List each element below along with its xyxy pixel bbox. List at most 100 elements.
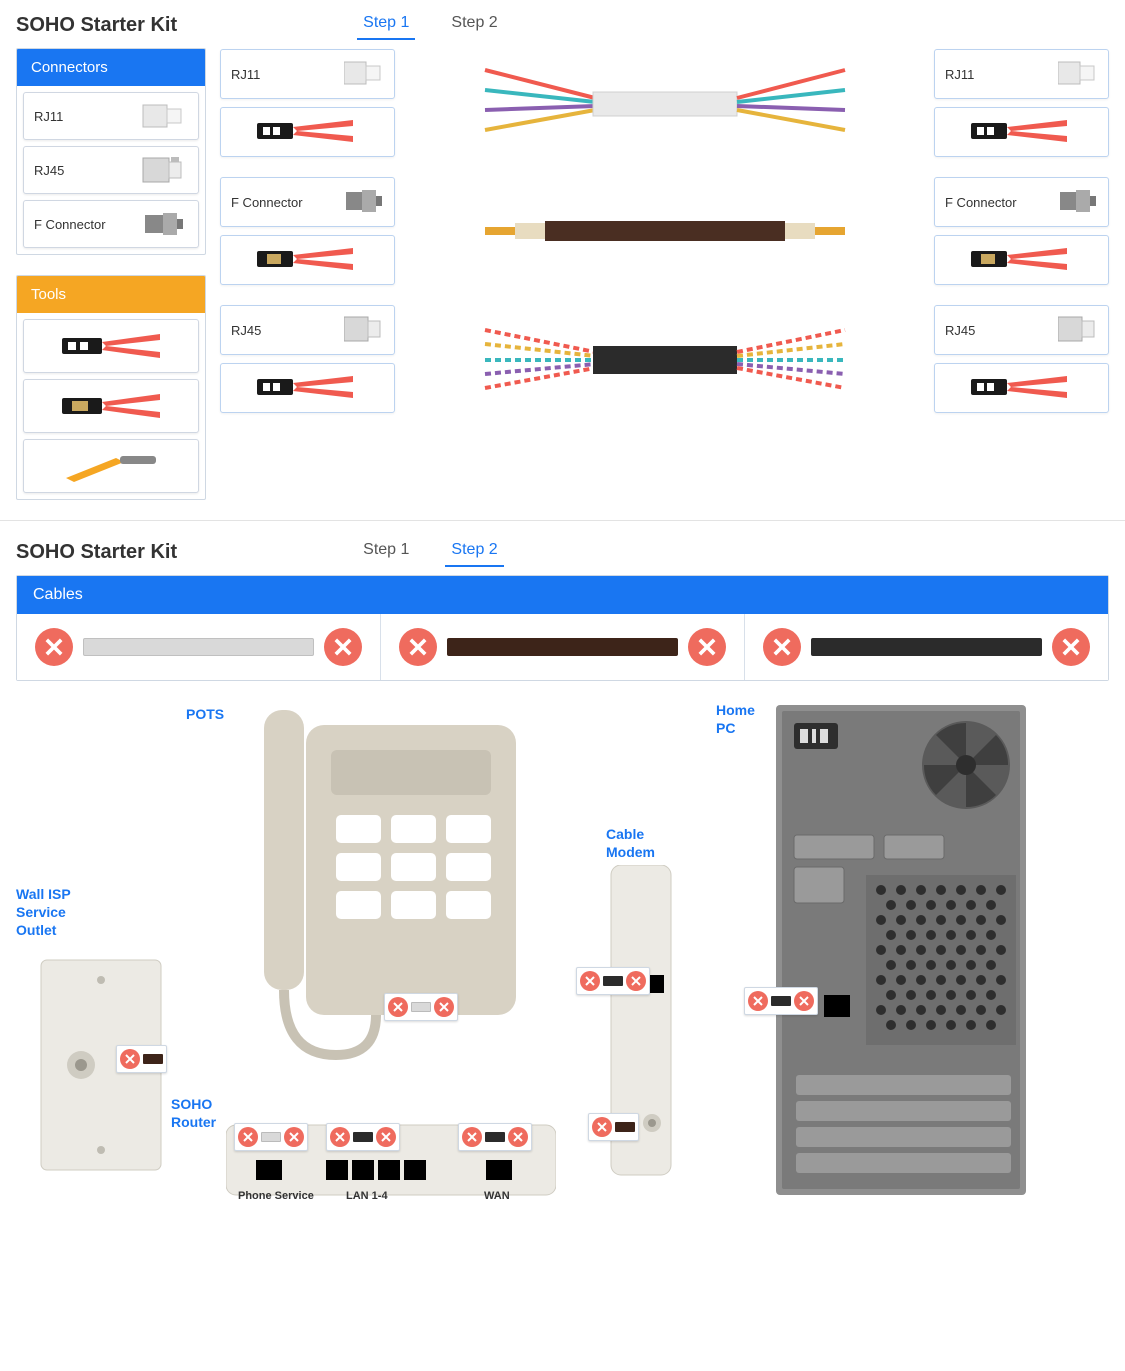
drop-modem-lan[interactable] xyxy=(576,967,650,995)
step1-section: SOHO Starter Kit Step 1 Step 2 Connector… xyxy=(0,0,1125,510)
right-tool-slot[interactable] xyxy=(934,235,1109,285)
connector-label: RJ11 xyxy=(34,109,63,124)
section-divider xyxy=(0,520,1125,521)
cable-slot-phone[interactable] xyxy=(17,614,381,680)
crimper-coax-icon xyxy=(967,243,1077,278)
tool-item-crimper-rj[interactable] xyxy=(23,319,199,373)
rj45-icon xyxy=(1058,315,1098,346)
slot-label: RJ45 xyxy=(945,323,975,338)
drop-pc-ethernet[interactable] xyxy=(744,987,818,1015)
slot-label: F Connector xyxy=(945,195,1017,210)
close-icon[interactable] xyxy=(462,1127,482,1147)
drop-pots-phone[interactable] xyxy=(384,993,458,1021)
rj45-icon xyxy=(138,153,188,187)
tab-step2[interactable]: Step 2 xyxy=(445,537,503,567)
close-icon[interactable] xyxy=(284,1127,304,1147)
device-canvas: POTS Wall ISP Service Outlet SOHORouter xyxy=(16,695,1109,1255)
left-connector-slot[interactable]: F Connector xyxy=(220,177,395,227)
right-connector-slot[interactable]: RJ45 xyxy=(934,305,1109,355)
remove-right-icon[interactable] xyxy=(324,628,362,666)
connectors-header: Connectors xyxy=(17,49,205,86)
phone-cable-graphic xyxy=(405,48,924,158)
close-icon[interactable] xyxy=(580,971,600,991)
palette-column: Connectors RJ11 RJ45 xyxy=(16,48,206,500)
slot-label: RJ11 xyxy=(945,67,974,82)
router-port-wan-label: WAN xyxy=(484,1190,510,1202)
left-connector-slot[interactable]: RJ11 xyxy=(220,49,395,99)
cable-row-rj11: RJ11 xyxy=(220,48,1109,158)
cable-modem-label: CableModem xyxy=(606,825,655,861)
close-icon[interactable] xyxy=(330,1127,350,1147)
rj11-icon xyxy=(138,99,188,133)
crimper-rj-icon xyxy=(967,115,1077,150)
remove-right-icon[interactable] xyxy=(1052,628,1090,666)
cable-slot-coax[interactable] xyxy=(381,614,745,680)
tools-header: Tools xyxy=(17,276,205,313)
close-icon[interactable] xyxy=(238,1127,258,1147)
cable-row-rj45: RJ45 xyxy=(220,304,1109,414)
remove-left-icon[interactable] xyxy=(399,628,437,666)
close-icon[interactable] xyxy=(388,997,408,1017)
close-icon[interactable] xyxy=(434,997,454,1017)
cable-assembly-area: RJ11 xyxy=(220,48,1109,500)
remove-right-icon[interactable] xyxy=(688,628,726,666)
router-port-lan-label: LAN 1-4 xyxy=(346,1190,388,1202)
right-tool-slot[interactable] xyxy=(934,363,1109,413)
home-pc-label: HomePC xyxy=(716,701,755,737)
phone-cable-line xyxy=(83,638,314,656)
tool-item-crimper-coax[interactable] xyxy=(23,379,199,433)
drop-wall-outlet[interactable] xyxy=(116,1045,167,1073)
slot-label: RJ11 xyxy=(231,67,260,82)
tab-step1[interactable]: Step 1 xyxy=(357,10,415,40)
fconnector-icon xyxy=(1058,187,1098,218)
close-icon[interactable] xyxy=(508,1127,528,1147)
drop-modem-coax[interactable] xyxy=(588,1113,639,1141)
slot-label: RJ45 xyxy=(231,323,261,338)
right-tool-slot[interactable] xyxy=(934,107,1109,157)
close-icon[interactable] xyxy=(376,1127,396,1147)
coax-cable-graphic xyxy=(405,176,924,286)
connector-item-rj11[interactable]: RJ11 xyxy=(23,92,199,140)
crimper-coax-icon xyxy=(253,243,363,278)
wall-outlet-label: Wall ISP Service Outlet xyxy=(16,885,71,940)
drop-router-wan[interactable] xyxy=(458,1123,532,1151)
pots-phone-graphic xyxy=(246,695,526,1085)
close-icon[interactable] xyxy=(748,991,768,1011)
home-pc-graphic xyxy=(776,705,1026,1195)
tab-step1[interactable]: Step 1 xyxy=(357,537,415,567)
router-port-phone-label: Phone Service xyxy=(238,1190,314,1202)
crimper-rj-icon xyxy=(253,371,363,406)
remove-left-icon[interactable] xyxy=(35,628,73,666)
step1-grid: Connectors RJ11 RJ45 xyxy=(16,48,1109,500)
close-icon[interactable] xyxy=(626,971,646,991)
right-connector-slot[interactable]: F Connector xyxy=(934,177,1109,227)
pots-label: POTS xyxy=(186,705,224,723)
rj11-icon xyxy=(344,59,384,90)
fconnector-icon xyxy=(138,207,188,241)
drop-router-lan[interactable] xyxy=(326,1123,400,1151)
connector-item-fconnector[interactable]: F Connector xyxy=(23,200,199,248)
header-row: SOHO Starter Kit Step 1 Step 2 xyxy=(16,10,1109,40)
connector-label: RJ45 xyxy=(34,163,64,178)
rj45-icon xyxy=(344,315,384,346)
left-tool-slot[interactable] xyxy=(220,363,395,413)
drop-router-phone[interactable] xyxy=(234,1123,308,1151)
cables-header: Cables xyxy=(17,576,1108,614)
remove-left-icon[interactable] xyxy=(763,628,801,666)
fconnector-icon xyxy=(344,187,384,218)
left-tool-slot[interactable] xyxy=(220,235,395,285)
right-connector-slot[interactable]: RJ11 xyxy=(934,49,1109,99)
step-tabs: Step 1 Step 2 xyxy=(357,10,504,40)
close-icon[interactable] xyxy=(592,1117,612,1137)
tab-step2[interactable]: Step 2 xyxy=(445,10,503,40)
cat5-cable-graphic xyxy=(405,304,924,414)
left-tool-slot[interactable] xyxy=(220,107,395,157)
left-connector-slot[interactable]: RJ45 xyxy=(220,305,395,355)
coax-cable-line xyxy=(447,638,678,656)
cable-slot-ethernet[interactable] xyxy=(745,614,1108,680)
connector-item-rj45[interactable]: RJ45 xyxy=(23,146,199,194)
close-icon[interactable] xyxy=(120,1049,140,1069)
step-tabs: Step 1 Step 2 xyxy=(357,537,504,567)
close-icon[interactable] xyxy=(794,991,814,1011)
tool-item-punchdown[interactable] xyxy=(23,439,199,493)
